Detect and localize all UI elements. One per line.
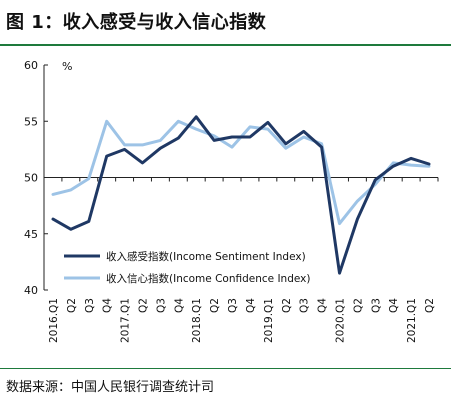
x-tick-label: Q2 bbox=[281, 298, 293, 313]
x-tick-label: Q4 bbox=[317, 298, 329, 313]
x-tick-label: Q4 bbox=[173, 298, 185, 313]
y-tick-label: 60 bbox=[24, 59, 38, 72]
legend: 收入感受指数(Income Sentiment Index) 收入信心指数(Inc… bbox=[64, 250, 310, 285]
x-tick-label: Q2 bbox=[138, 298, 150, 313]
x-tick-label: Q3 bbox=[370, 298, 382, 313]
x-tick-label: Q3 bbox=[299, 298, 311, 313]
x-tick-label: 2018.Q1 bbox=[191, 298, 203, 343]
legend-label: 收入感受指数(Income Sentiment Index) bbox=[106, 250, 306, 263]
y-tick-label: 40 bbox=[24, 284, 38, 297]
y-axis-unit-label: % bbox=[62, 60, 72, 73]
x-tick-label: Q4 bbox=[102, 298, 114, 313]
x-tick-label: Q3 bbox=[84, 298, 96, 313]
x-tick-label: 2019.Q1 bbox=[263, 298, 275, 343]
y-tick-label: 45 bbox=[24, 228, 38, 241]
title-divider bbox=[0, 44, 451, 46]
x-tick-label: Q4 bbox=[245, 298, 257, 313]
x-tick-label: 2021.Q1 bbox=[406, 298, 418, 343]
x-tick-label: Q2 bbox=[352, 298, 364, 313]
series-lines bbox=[51, 115, 431, 275]
x-tick-label: Q2 bbox=[66, 298, 78, 313]
source-note: 数据来源：中国人民银行调查统计司 bbox=[6, 380, 215, 395]
x-tick-label: Q4 bbox=[388, 298, 400, 313]
y-tick-label: 50 bbox=[24, 172, 38, 185]
x-axis: 2016.Q1 Q2 Q3 Q4 2017.Q1 Q2 Q3 Q4 2018.Q1 Q2 Q3 Q4 2… bbox=[43, 177, 439, 343]
x-tick-label: Q3 bbox=[155, 298, 167, 313]
figure-title: 图 1：收入感受与收入信心指数 bbox=[6, 12, 267, 33]
y-tick-label: 55 bbox=[24, 115, 38, 128]
x-tick-label: 2016.Q1 bbox=[48, 298, 60, 343]
x-tick-label: Q2 bbox=[209, 298, 221, 313]
legend-label: 收入信心指数(Income Confidence Index) bbox=[106, 272, 310, 285]
series-line-income-sentiment bbox=[51, 115, 431, 275]
y-axis: 40 45 50 55 60 bbox=[24, 59, 48, 297]
x-tick-label: Q2 bbox=[424, 298, 436, 313]
x-tick-label: 2020.Q1 bbox=[335, 298, 347, 343]
chart-area: % 40 45 50 55 60 2016.Q1 Q2 Q3 Q4 2017.Q1 Q2 Q3 Q4 2… bbox=[0, 48, 451, 366]
x-tick-label: 2017.Q1 bbox=[120, 298, 132, 343]
x-tick-label: Q3 bbox=[227, 298, 239, 313]
bottom-divider bbox=[0, 368, 451, 369]
